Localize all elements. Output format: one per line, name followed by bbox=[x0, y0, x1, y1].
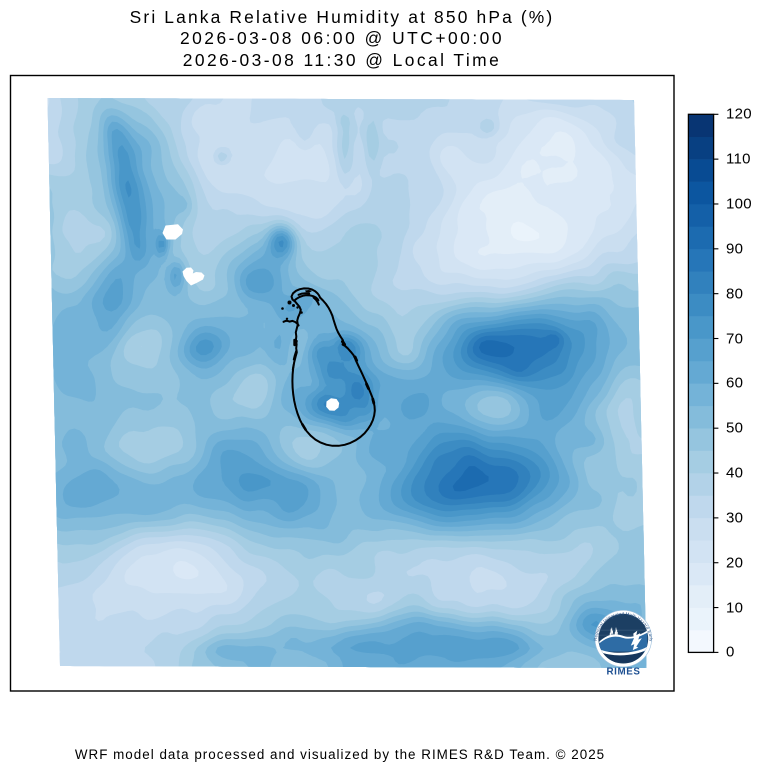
svg-text:RIMES: RIMES bbox=[606, 667, 640, 678]
